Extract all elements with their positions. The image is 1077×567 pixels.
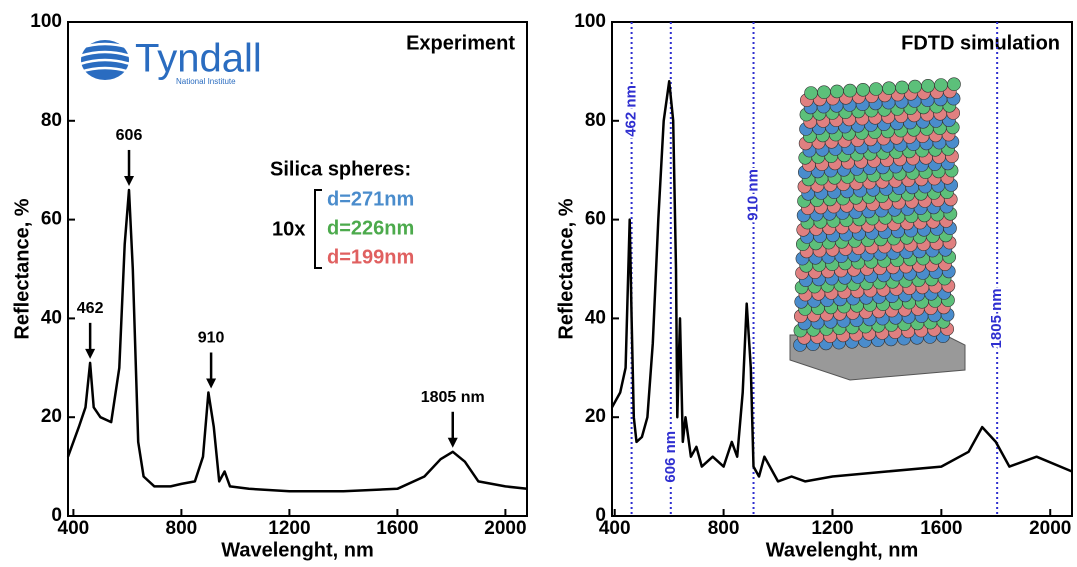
logo-swoosh (79, 66, 131, 74)
x-tick-label: 800 (708, 518, 740, 539)
y-tick-label: 100 (30, 11, 62, 32)
logo-swoosh (79, 50, 131, 58)
data-line (66, 188, 528, 493)
y-tick-label: 0 (51, 505, 62, 526)
y-tick-label: 80 (41, 110, 62, 131)
x-tick-label: 2000 (484, 518, 526, 539)
reference-label: 1805 nm (988, 288, 1005, 348)
arrow-head (124, 175, 135, 186)
annotation: 606 (116, 127, 143, 144)
reference-label: 910 nm (745, 169, 762, 221)
plot-frame (611, 21, 1073, 517)
logo-swoosh (79, 58, 131, 66)
sphere (895, 80, 909, 95)
chart-title: Experiment (406, 32, 515, 54)
y-axis-label: Reflectance, % (11, 198, 33, 339)
x-tick-label: 1600 (920, 518, 962, 539)
sphere (804, 86, 818, 100)
y-tick-label: 60 (585, 209, 606, 230)
annotation: 462 (77, 300, 104, 317)
legend-prefix: 10x (272, 218, 305, 240)
sphere (830, 84, 844, 99)
x-tick-label: 2000 (1029, 518, 1071, 539)
sphere (882, 81, 896, 95)
legend-entry: d=199nm (327, 246, 414, 268)
chart-title: FDTD simulation (901, 32, 1060, 54)
y-tick-label: 0 (595, 505, 606, 526)
sphere (947, 77, 961, 91)
x-tick-label: 1200 (268, 518, 310, 539)
y-tick-label: 20 (41, 406, 62, 427)
y-axis-label: Reflectance, % (555, 198, 577, 339)
x-tick-label: 800 (166, 518, 198, 539)
reference-label: 462 nm (623, 85, 640, 137)
arrow-head (447, 437, 458, 448)
x-tick-label: 1600 (376, 518, 418, 539)
legend-entry: d=271nm (327, 188, 414, 210)
y-tick-label: 60 (41, 209, 62, 230)
plot-frame (67, 21, 528, 517)
x-tick-label: 1200 (811, 518, 853, 539)
logo-name: Tyndall (135, 37, 262, 81)
sphere (934, 78, 948, 92)
data-line (610, 80, 1073, 483)
x-axis-label: Wavelenght, nm (221, 539, 374, 561)
sphere (843, 83, 857, 98)
annotation: 1805 nm (421, 389, 485, 406)
logo-swoosh (79, 42, 131, 50)
sphere (921, 79, 935, 93)
legend-entry: d=226nm (327, 217, 414, 239)
y-tick-label: 100 (574, 11, 606, 32)
legend-bracket (314, 189, 322, 269)
y-tick-label: 40 (585, 307, 606, 328)
sphere-stack (789, 77, 966, 381)
reference-label: 606 nm (662, 431, 679, 483)
arrow-head (206, 378, 217, 389)
sphere (856, 83, 870, 97)
logo-subtitle: National Institute (176, 77, 236, 86)
y-tick-label: 40 (41, 307, 62, 328)
x-tick-label: 400 (58, 518, 90, 539)
annotation: 910 (198, 330, 225, 347)
y-tick-label: 20 (585, 406, 606, 427)
sphere (869, 82, 883, 96)
arrow-head (85, 348, 96, 359)
x-tick-label: 400 (599, 518, 631, 539)
legend-title: Silica spheres: (270, 158, 411, 180)
x-axis-label: Wavelenght, nm (766, 539, 919, 561)
sphere (817, 85, 831, 99)
y-tick-label: 80 (585, 110, 606, 131)
sphere (908, 79, 922, 94)
